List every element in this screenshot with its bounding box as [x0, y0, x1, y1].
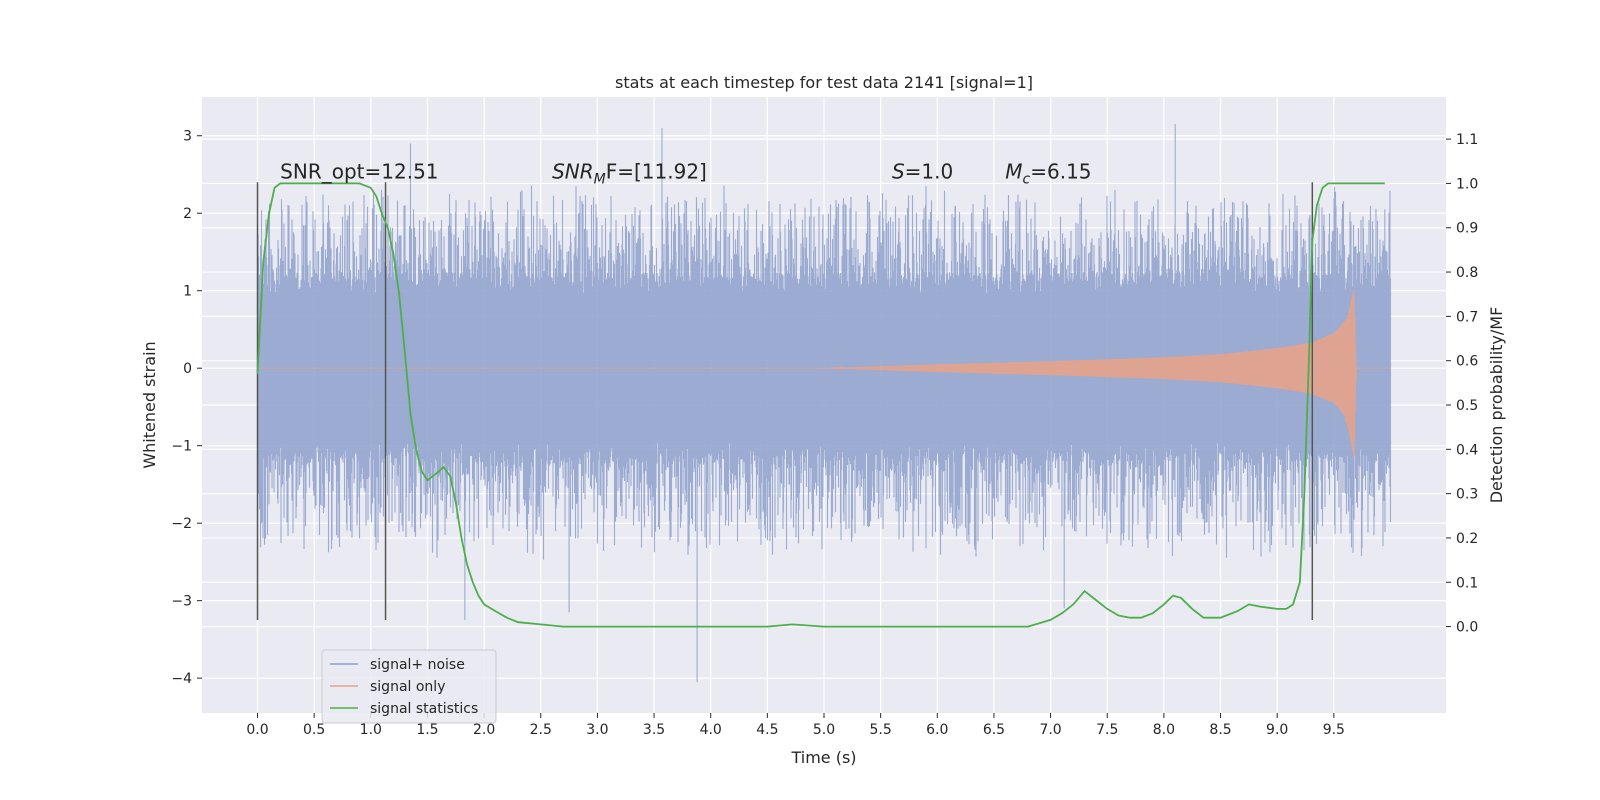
x-tick-label: 5.0	[813, 722, 835, 738]
legend-label-signal-noise: signal+ noise	[370, 657, 465, 673]
axis-ticks: 0.0 0.5 1.0 1.5 2.0 2.5 3.0 3.5 4.0 4.5 5.0 5.5 6.0 6…	[171, 129, 1478, 738]
annotation-snr-mf: SNRMF=[11.92]	[552, 159, 707, 187]
y-tick-label: −3	[171, 594, 192, 610]
y2-tick-label: 0.2	[1456, 531, 1478, 547]
y2-tick-label: 0.3	[1456, 487, 1478, 503]
signal-only-line	[257, 289, 1391, 459]
y-axis-label: Whitened strain	[140, 341, 159, 468]
y2-tick-label: 0.1	[1456, 575, 1478, 591]
x-tick-label: 4.5	[756, 722, 778, 738]
y-tick-label: 0	[183, 361, 192, 377]
y-tick-label: 3	[183, 129, 192, 145]
annotation-mc: Mc=6.15	[1005, 159, 1091, 187]
y-tick-label: 2	[183, 206, 192, 222]
x-axis-label: Time (s)	[790, 748, 856, 767]
x-tick-label: 7.5	[1096, 722, 1118, 738]
x-tick-label: 9.0	[1266, 722, 1288, 738]
y2-axis-label: Detection probability/MF	[1487, 307, 1506, 504]
chart-title: stats at each timestep for test data 214…	[615, 73, 1033, 92]
x-tick-label: 8.5	[1209, 722, 1231, 738]
x-tick-label: 0.0	[246, 722, 268, 738]
x-tick-label: 2.5	[530, 722, 552, 738]
x-tick-label: 6.5	[983, 722, 1005, 738]
y2-tick-label: 1.1	[1456, 132, 1478, 148]
y-tick-label: −1	[171, 439, 192, 455]
y2-tick-label: 0.5	[1456, 398, 1478, 414]
y2-tick-label: 0.9	[1456, 221, 1478, 237]
y-tick-label: 1	[183, 284, 192, 300]
y-tick-label: −2	[171, 516, 192, 532]
signal-statistics-line	[256, 182, 1385, 628]
x-tick-label: 1.5	[416, 722, 438, 738]
x-tick-label: 3.5	[643, 722, 665, 738]
y2-tick-label: 1.0	[1456, 176, 1478, 192]
x-tick-label: 4.0	[700, 722, 722, 738]
x-tick-label: 6.0	[926, 722, 948, 738]
signal-only-series	[257, 289, 1391, 459]
x-tick-label: 5.5	[870, 722, 892, 738]
legend-box	[321, 649, 497, 724]
legend-label-signal-only: signal only	[370, 679, 445, 695]
x-tick-label: 8.0	[1153, 722, 1175, 738]
y-tick-label: −4	[171, 671, 192, 687]
y2-tick-label: 0.6	[1456, 354, 1478, 370]
annotation-s: S=1.0	[892, 159, 953, 183]
x-tick-label: 0.5	[303, 722, 325, 738]
x-tick-label: 7.0	[1039, 722, 1061, 738]
y2-tick-label: 0.4	[1456, 442, 1478, 458]
legend-label-signal-statistics: signal statistics	[370, 701, 478, 717]
y2-tick-label: 0.7	[1456, 309, 1478, 325]
y2-tick-label: 0.0	[1456, 620, 1478, 636]
signal-statistics-series	[256, 182, 1385, 628]
legend: signal+ noise signal only signal statist…	[321, 649, 497, 724]
annotation-snr-opt: SNR_opt=12.51	[280, 159, 438, 183]
y2-tick-label: 0.8	[1456, 265, 1478, 281]
x-tick-label: 2.0	[473, 722, 495, 738]
x-tick-label: 1.0	[360, 722, 382, 738]
x-tick-label: 9.5	[1323, 722, 1345, 738]
x-tick-label: 3.0	[586, 722, 608, 738]
